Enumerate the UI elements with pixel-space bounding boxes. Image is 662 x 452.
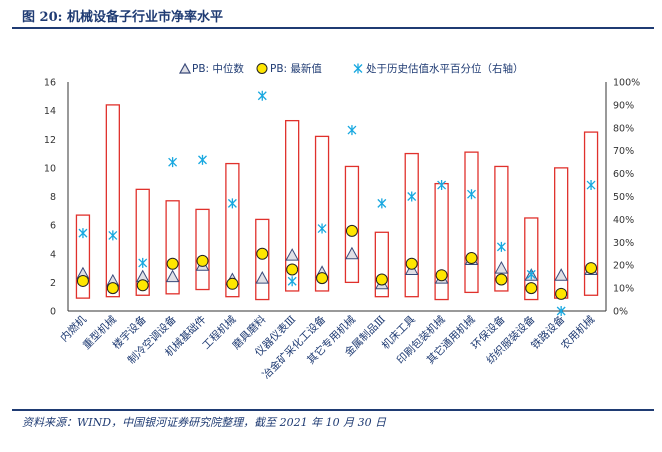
y2-tick-label: 60% — [613, 169, 634, 180]
percentile-marker — [257, 90, 267, 101]
median-marker — [554, 268, 569, 281]
latest-marker — [286, 263, 299, 276]
pb-range-bar — [105, 104, 120, 298]
latest-marker — [465, 252, 478, 265]
pb-range-bar — [524, 217, 539, 301]
pb-range-bar — [195, 208, 210, 291]
pb-range-bar — [255, 218, 270, 301]
latest-marker — [405, 257, 418, 270]
pb-range-bar — [583, 131, 599, 296]
y-tick-label: 12 — [44, 135, 56, 146]
pb-range-bar — [314, 135, 330, 292]
y-tick-label: 0 — [50, 307, 56, 318]
legend-median-icon — [178, 62, 192, 74]
y2-tick-label: 20% — [613, 261, 634, 272]
latest-marker — [76, 274, 89, 287]
legend-latest-icon — [256, 63, 268, 74]
latest-marker — [375, 273, 388, 286]
latest-marker — [525, 282, 538, 295]
percentile-marker — [78, 228, 88, 239]
latest-marker — [585, 262, 598, 275]
percentile-marker — [556, 306, 566, 316]
x-tick-label: 农用机械 — [558, 313, 597, 352]
percentile-marker — [138, 257, 148, 268]
percentile-marker — [287, 276, 297, 287]
y-tick-label: 8 — [50, 192, 56, 203]
y-tick-label: 14 — [44, 106, 56, 117]
y2-tick-label: 50% — [613, 192, 634, 203]
y2-tick-label: 100% — [613, 78, 640, 89]
chart-legend: PB: 中位数 PB: 最新值 处于历史估值水平百分位（右轴） — [178, 62, 524, 75]
latest-marker — [495, 273, 508, 286]
latest-marker — [256, 247, 269, 260]
median-marker — [165, 269, 180, 283]
legend-median-label: PB: 中位数 — [192, 62, 244, 75]
source-note: 资料来源：WIND，中国银河证券研究院整理，截至 2021 年 10 月 30 … — [22, 416, 387, 429]
median-marker — [255, 271, 270, 284]
y-tick-label: 4 — [50, 249, 56, 260]
percentile-marker — [168, 157, 178, 168]
percentile-marker — [407, 191, 417, 202]
plot-area: 0 2 4 6 8 10 12 14 16 0% 10% 20% 30% 40% 50% 60% 70% 80% 9… — [44, 78, 640, 382]
percentile-marker — [198, 154, 207, 165]
percentile-marker — [227, 198, 237, 209]
y2-tick-label: 30% — [613, 238, 634, 249]
y2-tick-label: 10% — [613, 284, 634, 295]
y-tick-label: 10 — [44, 163, 56, 174]
latest-marker — [226, 277, 239, 290]
median-marker — [494, 261, 509, 274]
pb-range-bar — [374, 231, 389, 298]
median-marker — [345, 246, 359, 260]
percentile-marker — [347, 125, 357, 136]
source-rule — [12, 409, 654, 411]
percentile-marker — [526, 269, 536, 280]
figure-title: 图 20: 机械设备子行业市净率水平 — [22, 10, 223, 25]
legend-latest-label: PB: 最新值 — [270, 62, 322, 75]
latest-marker — [106, 282, 119, 295]
latest-marker — [435, 269, 448, 282]
median-marker — [285, 248, 300, 261]
pb-range-bar — [165, 200, 180, 295]
percentile-marker — [467, 189, 476, 200]
latest-marker — [345, 224, 358, 237]
percentile-marker — [437, 180, 447, 191]
latest-marker — [196, 254, 209, 267]
y-tick-label: 6 — [50, 221, 56, 232]
percentile-marker — [586, 180, 596, 191]
pb-range-bar — [285, 119, 300, 292]
latest-marker — [316, 272, 329, 285]
percentile-marker — [317, 223, 327, 234]
latest-marker — [136, 279, 149, 292]
pb-range-bar — [225, 162, 240, 298]
pb-range-bar — [344, 165, 360, 284]
latest-marker — [555, 287, 568, 300]
y2-tick-label: 0% — [613, 307, 628, 318]
title-rule — [12, 27, 654, 29]
y2-tick-label: 40% — [613, 215, 634, 226]
y2-tick-label: 90% — [613, 100, 634, 111]
percentile-marker — [377, 198, 387, 209]
pb-range-bar — [494, 165, 509, 292]
y2-tick-label: 80% — [613, 123, 634, 134]
pb-range-bar — [464, 151, 479, 294]
legend-percentile-label: 处于历史估值水平百分位（右轴） — [366, 62, 524, 75]
y-tick-label: 2 — [50, 278, 56, 289]
pb-range-bar — [135, 188, 150, 296]
percentile-marker — [496, 241, 506, 252]
percentile-marker — [108, 230, 118, 241]
legend-percentile-icon — [353, 63, 363, 74]
y2-tick-label: 70% — [613, 146, 634, 157]
y-tick-label: 16 — [44, 78, 56, 89]
pb-range-bar — [404, 152, 419, 298]
pb-range-bar — [75, 214, 91, 299]
latest-marker — [166, 257, 179, 270]
